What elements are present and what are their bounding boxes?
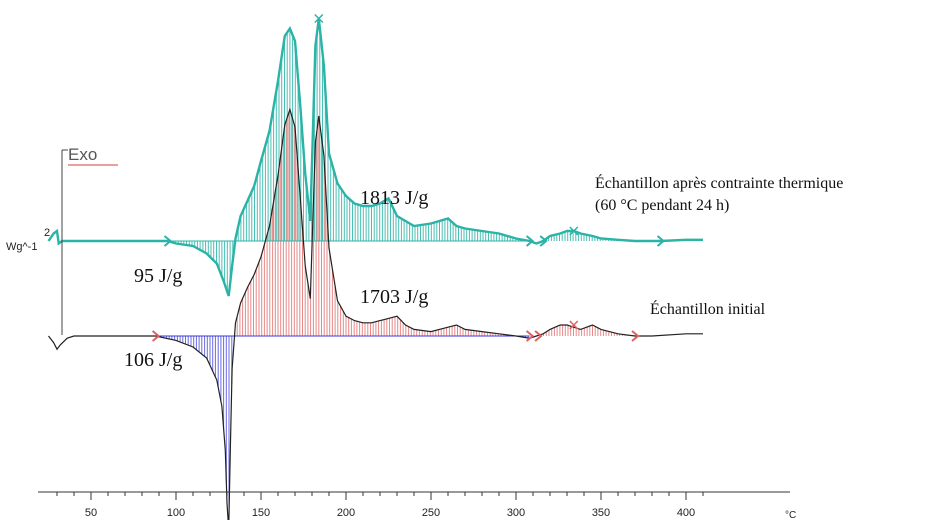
x-tick-label: 300 bbox=[507, 507, 525, 519]
limit-marker bbox=[525, 235, 535, 247]
series-a-exo-enthalpy: 1813 J/g bbox=[360, 187, 428, 209]
series-a-endo-enthalpy: 95 J/g bbox=[134, 265, 182, 287]
integration-markers bbox=[151, 13, 666, 342]
series-1-hatch bbox=[157, 112, 632, 513]
series-b-endo-enthalpy: 106 J/g bbox=[124, 349, 182, 371]
series-lines bbox=[47, 18, 703, 520]
limit-marker bbox=[534, 330, 543, 342]
integration-fills bbox=[157, 28, 632, 513]
series-a-label-detail: (60 °C pendant 24 h) bbox=[595, 197, 729, 214]
y-scale-value: 2 bbox=[44, 227, 50, 239]
x-tick-label: 350 bbox=[592, 507, 610, 519]
x-tick-label: 400 bbox=[677, 507, 695, 519]
exo-label: Exo bbox=[68, 145, 97, 164]
limit-marker bbox=[631, 330, 640, 342]
series-0-line bbox=[47, 18, 703, 297]
x-tick-label: 200 bbox=[337, 507, 355, 519]
x-tick-label: 100 bbox=[167, 507, 185, 519]
limit-marker bbox=[163, 235, 173, 247]
x-tick-label: 150 bbox=[252, 507, 270, 519]
series-a-label: Échantillon après contrainte thermique bbox=[595, 173, 843, 192]
x-tick-label: 250 bbox=[422, 507, 440, 519]
series-b-exo-enthalpy: 1703 J/g bbox=[360, 286, 428, 308]
x-axis: 50 100 150 200 250 300 350 400 bbox=[38, 491, 790, 519]
limit-marker bbox=[656, 235, 666, 247]
x-axis-unit: °C bbox=[785, 510, 796, 520]
limit-marker bbox=[151, 330, 161, 342]
limit-marker bbox=[525, 330, 535, 342]
series-1-line bbox=[48, 107, 703, 520]
peak-marker bbox=[569, 320, 579, 330]
y-axis-label: Wg^-1 bbox=[6, 241, 37, 253]
limit-marker bbox=[539, 235, 548, 247]
peak-marker bbox=[569, 226, 579, 236]
series-b-label: Échantillon initial bbox=[650, 299, 766, 318]
x-tick-label: 50 bbox=[85, 507, 97, 519]
peak-marker bbox=[314, 13, 324, 24]
series-0-hatch bbox=[169, 28, 628, 292]
